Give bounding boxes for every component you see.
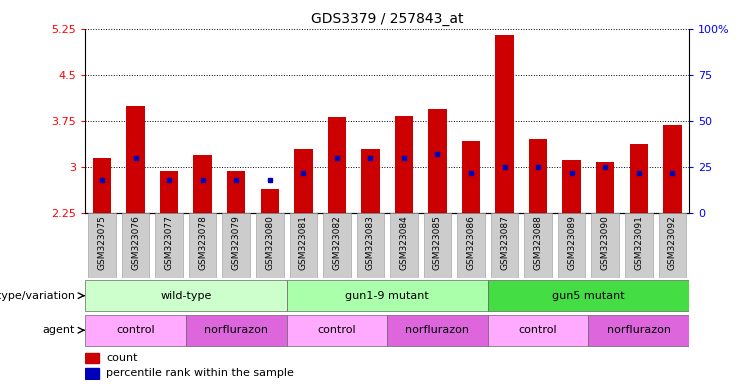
Bar [562,160,581,213]
Text: norflurazon: norflurazon [405,325,470,335]
Bar [525,213,552,278]
Bar [428,109,447,213]
Bar [323,213,350,278]
Bar [222,213,250,278]
Bar [659,213,686,278]
Bar [122,213,149,278]
Bar [395,116,413,213]
Text: norflurazon: norflurazon [607,325,671,335]
Text: GSM323091: GSM323091 [634,215,643,270]
Bar [462,141,480,213]
Text: agent: agent [43,325,75,335]
Text: GSM323082: GSM323082 [333,215,342,270]
Bar [625,213,653,278]
Bar [294,149,313,213]
Title: GDS3379 / 257843_at: GDS3379 / 257843_at [311,12,463,26]
Bar [356,213,384,278]
Bar [558,213,585,278]
Text: GSM323084: GSM323084 [399,215,408,270]
Text: GSM323085: GSM323085 [433,215,442,270]
Bar [391,213,418,278]
Bar [85,315,186,346]
Text: GSM323080: GSM323080 [265,215,274,270]
Text: gun1-9 mutant: gun1-9 mutant [345,291,429,301]
Bar [488,280,689,311]
Bar [160,171,179,213]
Text: GSM323089: GSM323089 [567,215,576,270]
Text: GSM323078: GSM323078 [198,215,207,270]
Bar [488,315,588,346]
Bar [256,213,284,278]
Bar [361,149,379,213]
Bar [93,158,111,213]
Bar [156,213,183,278]
Bar [126,106,144,213]
Bar [193,155,212,213]
Bar [491,213,519,278]
Bar [88,213,116,278]
Bar [328,117,346,213]
Text: control: control [116,325,155,335]
Bar [457,213,485,278]
Bar [261,189,279,213]
Text: control: control [519,325,557,335]
Text: percentile rank within the sample: percentile rank within the sample [107,368,294,378]
Text: control: control [318,325,356,335]
Bar [85,353,99,363]
Bar [591,213,619,278]
Bar [387,315,488,346]
Bar [290,213,317,278]
Text: GSM323079: GSM323079 [232,215,241,270]
Text: GSM323092: GSM323092 [668,215,677,270]
Text: GSM323088: GSM323088 [534,215,542,270]
Text: GSM323076: GSM323076 [131,215,140,270]
Text: GSM323086: GSM323086 [467,215,476,270]
Bar [85,280,287,311]
Text: GSM323081: GSM323081 [299,215,308,270]
Bar [663,125,682,213]
Bar [424,213,451,278]
Bar [588,315,689,346]
Bar [529,139,548,213]
Text: norflurazon: norflurazon [205,325,268,335]
Bar [287,280,488,311]
Bar [227,171,245,213]
Text: GSM323090: GSM323090 [601,215,610,270]
Bar [85,368,99,379]
Text: gun5 mutant: gun5 mutant [552,291,625,301]
Bar [189,213,216,278]
Text: wild-type: wild-type [160,291,211,301]
Text: GSM323075: GSM323075 [98,215,107,270]
Text: genotype/variation: genotype/variation [0,291,75,301]
Bar [596,162,614,213]
Text: GSM323087: GSM323087 [500,215,509,270]
Bar [496,35,514,213]
Text: count: count [107,353,138,363]
Bar [186,315,287,346]
Bar [287,315,387,346]
Text: GSM323083: GSM323083 [366,215,375,270]
Bar [630,144,648,213]
Text: GSM323077: GSM323077 [165,215,173,270]
